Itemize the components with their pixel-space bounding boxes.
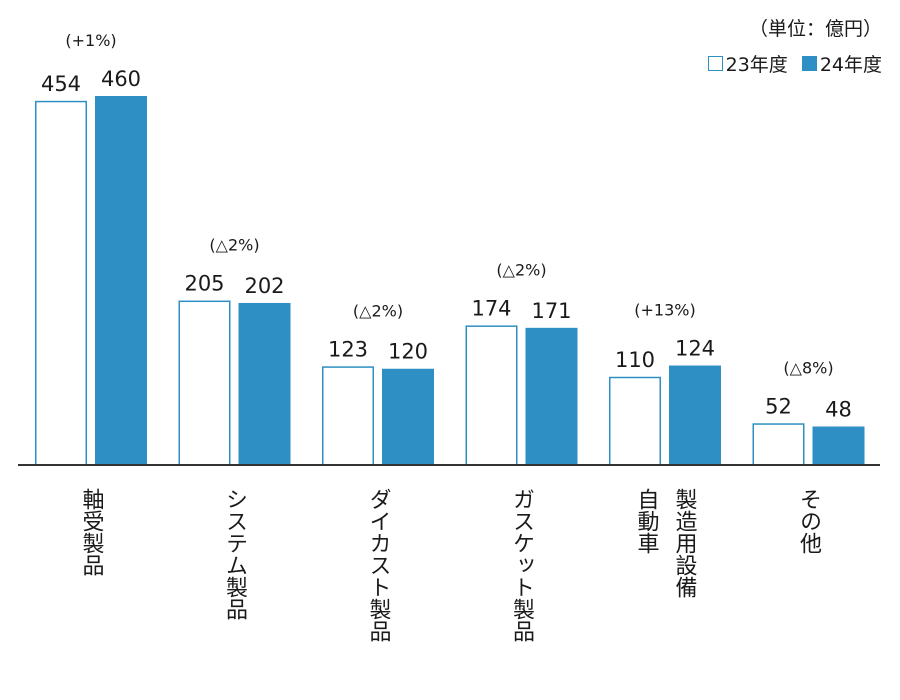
category-label-4: ガスケット製品	[509, 488, 535, 642]
change-label-5: (+13%)	[634, 301, 695, 320]
unit-label: （単位：億円）	[748, 18, 882, 40]
value-label-24-2: 202	[244, 274, 284, 298]
value-label-24-6: 48	[825, 397, 852, 421]
category-label-1: 軸受製品	[79, 488, 105, 576]
change-label-6: (△8%)	[783, 358, 833, 377]
bar-23-2	[178, 300, 231, 466]
change-label-1: (+1%)	[65, 31, 116, 50]
bar-23-4	[465, 325, 518, 466]
value-label-23-3: 123	[328, 337, 368, 361]
bar-24-2	[238, 302, 291, 465]
value-label-24-4: 171	[531, 299, 571, 323]
bar-23-3	[322, 366, 374, 466]
value-label-24-1: 460	[101, 67, 141, 91]
legend-swatch-24	[801, 56, 817, 71]
bar-24-1	[95, 96, 147, 465]
change-label-2: (△2%)	[209, 236, 259, 255]
category-label-3: ダイカスト製品	[366, 488, 392, 642]
value-label-24-3: 120	[388, 340, 428, 364]
legend: 23年度 24年度	[707, 50, 882, 77]
legend-label-23: 23年度	[725, 54, 788, 76]
bar-24-3	[382, 368, 434, 465]
bar-24-5	[669, 365, 721, 465]
category-label-2: システム製品	[222, 488, 248, 620]
bar-23-6	[752, 423, 805, 466]
bar-24-4	[525, 327, 578, 465]
value-label-23-4: 174	[471, 296, 511, 320]
category-label-5-line-1: 自動車	[634, 488, 660, 554]
legend-swatch-23	[707, 56, 723, 71]
value-label-23-5: 110	[615, 348, 655, 372]
bar-24-6	[812, 426, 865, 465]
value-label-23-6: 52	[765, 394, 792, 418]
category-label-6: その他	[796, 488, 822, 554]
category-label-5-line-2: 製造用設備	[672, 488, 698, 598]
value-label-24-5: 124	[675, 337, 715, 361]
legend-label-24: 24年度	[819, 54, 882, 76]
change-label-3: (△2%)	[353, 301, 403, 320]
bar-23-5	[609, 376, 661, 466]
change-label-4: (△2%)	[496, 260, 546, 279]
value-label-23-2: 205	[184, 272, 224, 296]
value-label-23-1: 454	[41, 72, 81, 96]
bar-23-1	[35, 100, 87, 466]
